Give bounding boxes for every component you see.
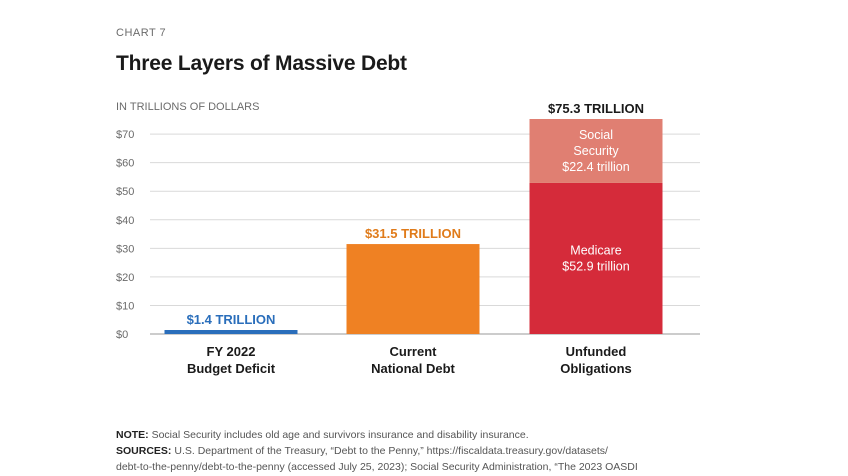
- y-tick-label: $60: [116, 158, 134, 170]
- x-tick-label: Budget Deficit: [187, 361, 276, 376]
- note-label: NOTE:: [116, 429, 149, 441]
- note-line: NOTE: Social Security includes old age a…: [116, 427, 836, 443]
- sources-text: U.S. Department of the Treasury, “Debt t…: [171, 445, 608, 457]
- sources-line: SOURCES: U.S. Department of the Treasury…: [116, 443, 836, 459]
- x-tick-label: Current: [390, 344, 438, 359]
- sources-line-2: debt-to-the-penny/debt-to-the-penny (acc…: [116, 461, 638, 473]
- segment-label: $52.9 trillion: [562, 259, 629, 273]
- segment-label: Security: [573, 144, 619, 158]
- segment-label: Medicare: [570, 243, 621, 257]
- y-axis-units-label: IN TRILLIONS OF DOLLARS: [116, 101, 260, 113]
- x-tick-label: Obligations: [560, 361, 632, 376]
- x-tick-label: National Debt: [371, 361, 455, 376]
- segment-label: $22.4 trillion: [562, 160, 629, 174]
- chart-title: Three Layers of Massive Debt: [116, 52, 407, 75]
- x-tick-label: Unfunded: [566, 344, 627, 359]
- segment-label: Social: [579, 128, 613, 142]
- data-label: $75.3 TRILLION: [548, 101, 644, 116]
- bar: [164, 330, 298, 334]
- y-tick-label: $50: [116, 186, 134, 198]
- chart-notes: NOTE: Social Security includes old age a…: [116, 427, 836, 475]
- y-tick-label: $70: [116, 129, 134, 141]
- sources-label: SOURCES:: [116, 445, 172, 457]
- bar-segment: [529, 119, 663, 183]
- data-label: $1.4 TRILLION: [187, 312, 276, 327]
- bar-segment: [529, 182, 663, 334]
- x-tick-label: FY 2022: [207, 344, 256, 359]
- y-tick-label: $30: [116, 243, 134, 255]
- data-label: $31.5 TRILLION: [365, 226, 461, 241]
- y-tick-label: $40: [116, 215, 134, 227]
- y-tick-label: $10: [116, 300, 134, 312]
- chart-number: CHART 7: [116, 27, 167, 39]
- bar: [346, 244, 480, 334]
- note-text: Social Security includes old age and sur…: [148, 429, 529, 441]
- y-tick-label: $0: [116, 329, 128, 341]
- y-tick-label: $20: [116, 272, 134, 284]
